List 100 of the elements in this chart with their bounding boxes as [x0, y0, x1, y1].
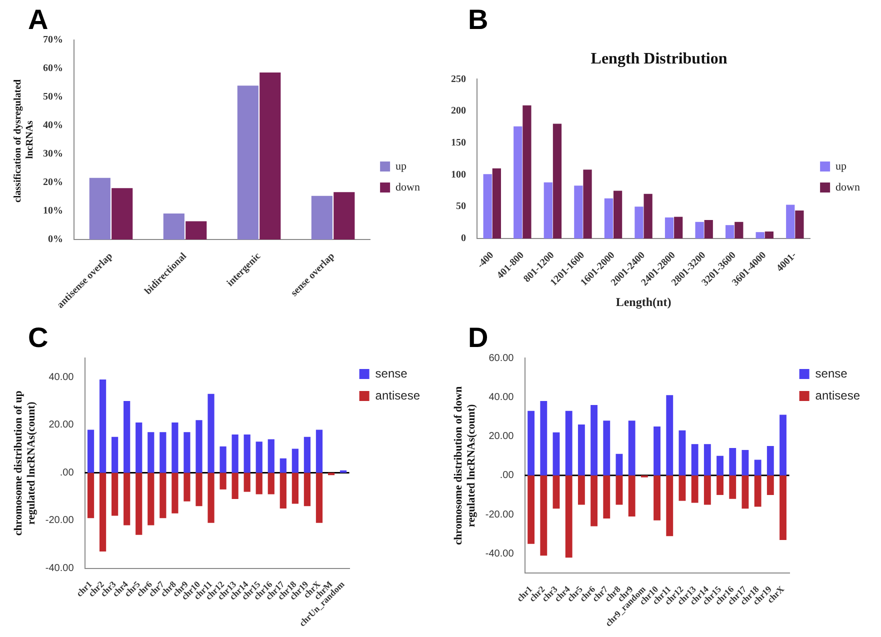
y-tick-label: 60.00 [488, 352, 514, 364]
bar [674, 216, 683, 238]
bar [590, 404, 598, 476]
bar [678, 430, 686, 476]
bar [716, 475, 724, 495]
y-tick-label: 20% [43, 177, 63, 188]
bar [780, 475, 786, 540]
x-tick-label: -400 [475, 250, 496, 271]
bar [766, 446, 774, 476]
y-tick-label: 0% [48, 234, 63, 246]
y-tick-label: 150 [451, 137, 466, 148]
text: C [28, 322, 48, 354]
bar [112, 436, 118, 473]
bar [112, 472, 118, 516]
bar [256, 442, 262, 473]
bar [742, 475, 749, 509]
y-tick-label: 60% [43, 63, 63, 74]
bar [316, 472, 323, 523]
legend-label: up [836, 160, 848, 172]
bar [124, 472, 130, 526]
bar [654, 426, 660, 476]
text: D [468, 322, 488, 354]
bar [666, 395, 674, 476]
y-tick-label: -20.00 [45, 515, 74, 526]
legend-label: down [836, 181, 860, 194]
y-axis-title: chromosome distribution of up regulated lncRNAs(count) [12, 390, 38, 536]
bar [208, 472, 214, 523]
chart-title: Length Distribution [590, 50, 728, 68]
bar [280, 472, 286, 509]
bar [574, 186, 583, 238]
bar [196, 472, 202, 506]
bar [89, 178, 110, 240]
bar [232, 472, 238, 499]
bar [756, 232, 764, 238]
y-tick-label: 40% [43, 120, 63, 132]
legend-label: down [396, 181, 420, 194]
bar [334, 192, 355, 240]
bar [766, 475, 774, 495]
bar [603, 475, 610, 518]
bar [565, 475, 572, 558]
bar [514, 126, 522, 238]
bar [628, 475, 636, 516]
bar [578, 424, 585, 476]
x-axis-title: Length(nt) [616, 294, 672, 309]
text: B [468, 4, 488, 36]
bar [220, 446, 226, 473]
y-tick-label: -20.00 [485, 509, 514, 520]
bar [786, 204, 795, 238]
bar [172, 422, 178, 473]
bar [754, 460, 762, 476]
bar [483, 174, 492, 238]
bar [256, 472, 262, 494]
bar [603, 420, 610, 476]
bar [304, 436, 311, 473]
bar [311, 196, 332, 240]
legend-label: sense [375, 366, 408, 380]
bar [578, 475, 585, 505]
bar [666, 475, 674, 536]
bar [678, 475, 686, 501]
bar [136, 422, 142, 473]
bar [280, 458, 286, 473]
bar [780, 414, 786, 476]
bar [540, 475, 548, 556]
bar [163, 214, 184, 240]
bar [186, 221, 207, 240]
legend-label: up [396, 160, 408, 172]
bar [644, 194, 652, 238]
y-axis-title: chromosome distribution of down regulated lncRNAs(count) [452, 386, 478, 545]
bar [148, 432, 154, 473]
bar [552, 124, 562, 238]
bar [124, 401, 130, 473]
bar [654, 475, 660, 520]
bar [292, 448, 298, 473]
bar [704, 220, 713, 238]
y-tick-label: 20.00 [488, 431, 514, 442]
y-tick-label: .00 [500, 470, 514, 482]
bar [260, 72, 281, 240]
y-tick-label: -40.00 [45, 563, 74, 574]
bar [590, 475, 598, 526]
bar [729, 475, 736, 499]
bar [268, 472, 274, 494]
bar [316, 430, 323, 473]
bar [244, 434, 250, 473]
bar [492, 168, 501, 238]
bar [704, 475, 711, 505]
bar [691, 444, 698, 476]
bar [795, 210, 804, 238]
bar [604, 198, 614, 238]
y-tick-label: 50 [456, 201, 466, 212]
x-tick-label: 4001- [774, 250, 799, 274]
bar [754, 475, 762, 507]
bar [726, 225, 734, 238]
bar [664, 217, 674, 238]
bar [552, 432, 560, 476]
bar [237, 86, 258, 240]
y-tick-label: 40.00 [488, 392, 514, 403]
bar [691, 475, 698, 503]
bar [729, 448, 736, 476]
bar [734, 222, 744, 238]
bar [552, 475, 560, 509]
